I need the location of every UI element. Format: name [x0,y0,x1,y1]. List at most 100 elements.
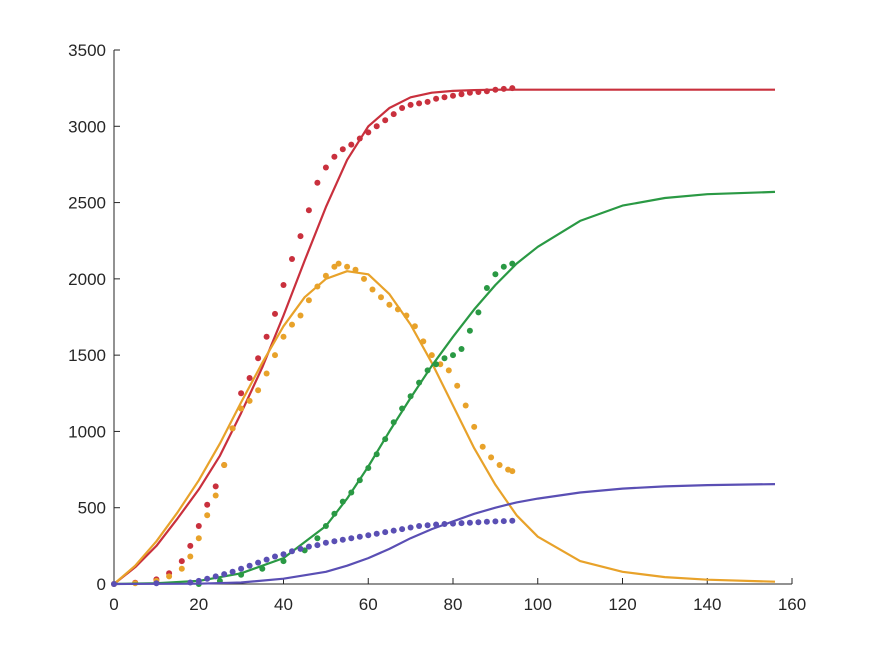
data-point-green [500,263,507,270]
data-point-purple [356,533,363,540]
data-point-orange [479,443,486,450]
data-point-orange [246,397,253,404]
data-point-purple [331,538,338,545]
x-tick-label: 120 [608,595,636,614]
data-point-red [212,483,219,490]
data-point-red [187,542,194,549]
y-tick-label: 3500 [68,41,106,60]
x-tick-label: 20 [189,595,208,614]
data-point-green [238,571,245,578]
data-point-orange [229,425,236,432]
data-point-purple [492,518,499,525]
data-point-green [475,309,482,316]
data-point-purple [272,553,278,560]
data-point-purple [500,518,507,525]
data-point-red [204,501,211,508]
x-tick-label: 60 [359,595,378,614]
data-point-red [373,123,380,130]
data-point-orange [280,333,287,340]
data-point-orange [289,321,295,328]
fit-line-orange [113,270,776,585]
data-point-purple [424,522,431,529]
x-tick-label: 140 [693,595,721,614]
series-orange [111,260,776,587]
data-point-green [259,565,266,572]
data-point-purple [483,518,490,525]
data-point-red [348,141,355,148]
data-point-red [433,95,440,102]
data-point-green [390,419,397,426]
data-point-orange [352,266,359,273]
data-point-purple [475,519,482,526]
data-point-red [255,355,262,362]
data-point-red [509,85,516,92]
data-point-purple [390,527,397,534]
data-point-red [314,179,321,186]
data-point-orange [437,361,444,368]
data-point-red [263,333,270,340]
data-point-purple [263,556,270,563]
data-point-orange [369,286,376,293]
x-tick-label: 160 [778,595,806,614]
x-tick-label: 0 [109,595,118,614]
data-point-red [466,89,473,96]
data-point-red [178,558,185,565]
data-point-red [297,233,304,240]
data-point-orange [221,462,228,468]
data-point-orange [471,423,478,430]
data-point-orange [314,283,321,290]
data-point-red [339,146,346,153]
data-point-orange [335,260,342,267]
data-point-red [416,100,423,107]
data-point-red [272,310,278,317]
data-point-red [390,111,397,118]
data-point-green [331,510,338,517]
x-tick-label: 100 [524,595,552,614]
y-tick-label: 1500 [68,346,106,365]
data-point-purple [153,580,160,587]
data-point-red [483,88,490,95]
data-point-red [195,523,202,529]
data-point-purple [212,573,219,580]
data-point-orange [238,405,245,412]
plot-area [111,85,776,587]
data-point-red [365,129,372,136]
data-point-purple [348,535,355,542]
data-point-orange [263,370,270,377]
y-tick-label: 1000 [68,422,106,441]
data-point-green [424,367,431,374]
y-tick-label: 0 [97,575,106,594]
data-point-orange [204,512,211,519]
fit-line-green [113,190,776,586]
data-point-red [280,282,287,288]
data-point-orange [166,573,173,580]
data-point-orange [361,275,367,282]
data-point-orange [462,402,469,409]
data-point-green [356,477,363,484]
data-point-orange [344,263,351,270]
x-tick-label: 40 [274,595,293,614]
data-point-red [424,98,431,105]
data-point-purple [322,539,329,546]
data-point-purple [314,542,321,549]
data-point-purple [441,521,448,527]
data-point-purple [339,536,346,543]
data-point-orange [445,367,452,374]
data-point-red [500,85,507,92]
data-point-green [382,436,389,443]
y-tick-label: 2000 [68,270,106,289]
data-point-green [466,327,473,334]
data-point-purple [195,577,202,584]
data-point-orange [386,301,393,308]
data-point-red [238,390,245,397]
x-tick-label: 80 [444,595,463,614]
data-point-orange [297,312,304,319]
data-point-orange [509,468,516,475]
data-point-orange [403,312,410,319]
data-point-green [314,535,321,542]
data-point-orange [454,382,461,389]
data-point-orange [178,565,185,572]
data-point-purple [399,526,406,533]
data-point-green [433,361,440,368]
data-point-red [407,101,414,108]
